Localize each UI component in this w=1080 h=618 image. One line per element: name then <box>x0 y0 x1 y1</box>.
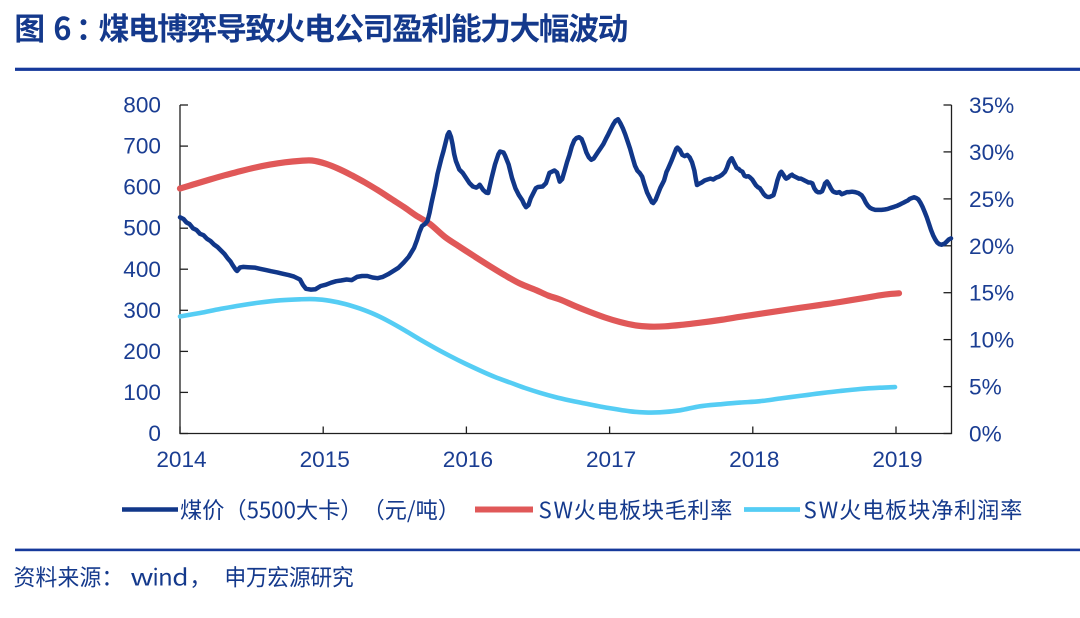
svg-text:300: 300 <box>123 298 161 323</box>
svg-text:5%: 5% <box>969 375 1002 400</box>
svg-text:100: 100 <box>123 380 161 405</box>
svg-text:800: 800 <box>123 93 161 118</box>
svg-text:30%: 30% <box>969 140 1014 165</box>
svg-text:2016: 2016 <box>443 447 493 472</box>
svg-text:2015: 2015 <box>300 447 350 472</box>
svg-text:700: 700 <box>123 134 161 159</box>
svg-text:10%: 10% <box>969 328 1014 353</box>
svg-text:0%: 0% <box>969 422 1002 447</box>
svg-text:400: 400 <box>123 257 161 282</box>
svg-text:25%: 25% <box>969 187 1014 212</box>
svg-text:20%: 20% <box>969 234 1014 259</box>
svg-text:2014: 2014 <box>156 447 206 472</box>
svg-text:500: 500 <box>123 216 161 241</box>
svg-text:2018: 2018 <box>729 447 779 472</box>
svg-text:200: 200 <box>123 339 161 364</box>
svg-text:15%: 15% <box>969 281 1014 306</box>
svg-text:35%: 35% <box>969 93 1014 118</box>
svg-text:600: 600 <box>123 175 161 200</box>
svg-text:2019: 2019 <box>872 447 922 472</box>
svg-text:0: 0 <box>148 421 161 446</box>
svg-text:2017: 2017 <box>586 447 636 472</box>
